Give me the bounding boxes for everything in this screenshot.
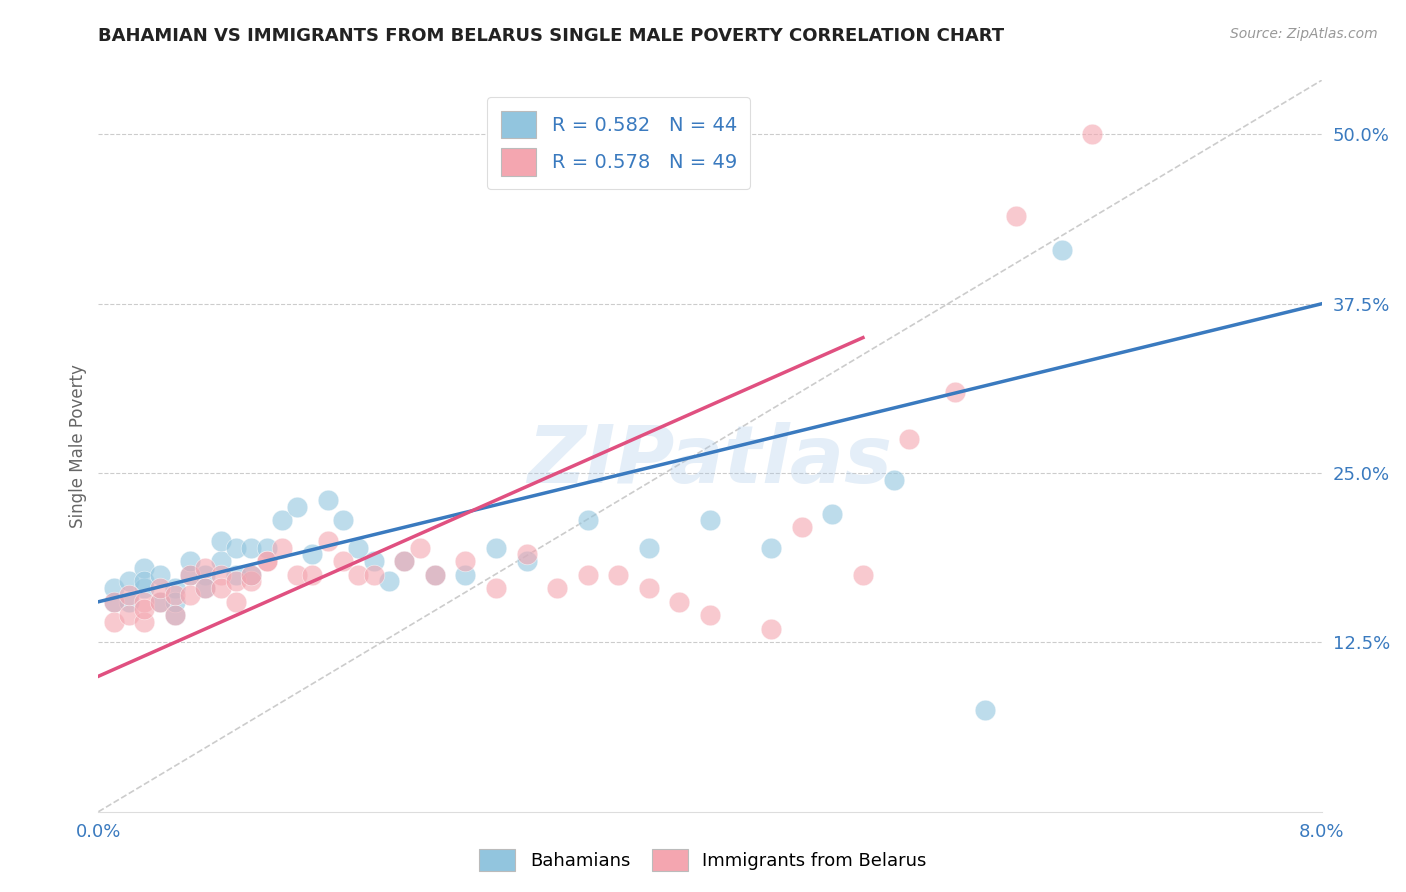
Point [607, 567, 630, 582]
Point [897, 432, 920, 446]
Point [163, 608, 186, 623]
Point [118, 608, 141, 623]
Point [301, 567, 323, 582]
Point [392, 554, 416, 568]
Point [179, 554, 201, 568]
Point [103, 615, 125, 629]
Point [301, 547, 323, 561]
Point [378, 574, 401, 589]
Point [943, 384, 966, 399]
Point [225, 567, 247, 582]
Point [256, 554, 278, 568]
Point [163, 608, 186, 623]
Point [225, 574, 247, 589]
Point [363, 554, 385, 568]
Point [316, 533, 339, 548]
Point [516, 554, 538, 568]
Point [118, 595, 141, 609]
Point [347, 567, 370, 582]
Point [209, 581, 232, 595]
Point [485, 541, 508, 555]
Point [209, 554, 232, 568]
Point [194, 581, 217, 595]
Point [454, 554, 477, 568]
Point [179, 567, 201, 582]
Point [134, 561, 156, 575]
Point [637, 541, 661, 555]
Point [485, 581, 508, 595]
Point [454, 567, 477, 582]
Y-axis label: Single Male Poverty: Single Male Poverty [69, 364, 87, 528]
Text: Source: ZipAtlas.com: Source: ZipAtlas.com [1230, 27, 1378, 41]
Point [103, 595, 125, 609]
Point [576, 567, 599, 582]
Point [240, 567, 263, 582]
Point [103, 595, 125, 609]
Point [790, 520, 813, 534]
Point [332, 554, 354, 568]
Point [225, 541, 247, 555]
Point [149, 595, 172, 609]
Point [332, 514, 354, 528]
Point [759, 622, 782, 636]
Point [408, 541, 430, 555]
Point [179, 588, 201, 602]
Point [118, 588, 141, 602]
Point [759, 541, 782, 555]
Point [134, 615, 156, 629]
Point [194, 581, 217, 595]
Point [316, 493, 339, 508]
Point [134, 601, 156, 615]
Point [883, 473, 905, 487]
Point [163, 595, 186, 609]
Point [163, 581, 186, 595]
Point [163, 588, 186, 602]
Point [240, 541, 263, 555]
Point [194, 561, 217, 575]
Point [240, 574, 263, 589]
Text: ZIPatlas: ZIPatlas [527, 422, 893, 500]
Point [423, 567, 446, 582]
Point [699, 514, 721, 528]
Point [149, 567, 172, 582]
Point [1004, 209, 1026, 223]
Point [363, 567, 385, 582]
Point [149, 581, 172, 595]
Point [1081, 128, 1104, 142]
Point [256, 541, 278, 555]
Point [546, 581, 568, 595]
Point [179, 567, 201, 582]
Point [423, 567, 446, 582]
Point [134, 581, 156, 595]
Point [392, 554, 416, 568]
Point [1050, 243, 1073, 257]
Point [821, 507, 844, 521]
Point [118, 574, 141, 589]
Point [637, 581, 661, 595]
Point [134, 595, 156, 609]
Point [852, 567, 875, 582]
Point [149, 595, 172, 609]
Point [256, 554, 278, 568]
Point [270, 541, 294, 555]
Legend: Bahamians, Immigrants from Belarus: Bahamians, Immigrants from Belarus [472, 842, 934, 879]
Point [194, 567, 217, 582]
Point [103, 581, 125, 595]
Text: BAHAMIAN VS IMMIGRANTS FROM BELARUS SINGLE MALE POVERTY CORRELATION CHART: BAHAMIAN VS IMMIGRANTS FROM BELARUS SING… [98, 27, 1004, 45]
Point [516, 547, 538, 561]
Point [285, 567, 308, 582]
Point [974, 703, 997, 717]
Point [225, 595, 247, 609]
Point [285, 500, 308, 514]
Point [270, 514, 294, 528]
Point [699, 608, 721, 623]
Point [347, 541, 370, 555]
Point [209, 533, 232, 548]
Legend: R = 0.582   N = 44, R = 0.578   N = 49: R = 0.582 N = 44, R = 0.578 N = 49 [488, 97, 751, 189]
Point [209, 567, 232, 582]
Point [134, 574, 156, 589]
Point [576, 514, 599, 528]
Point [240, 567, 263, 582]
Point [668, 595, 690, 609]
